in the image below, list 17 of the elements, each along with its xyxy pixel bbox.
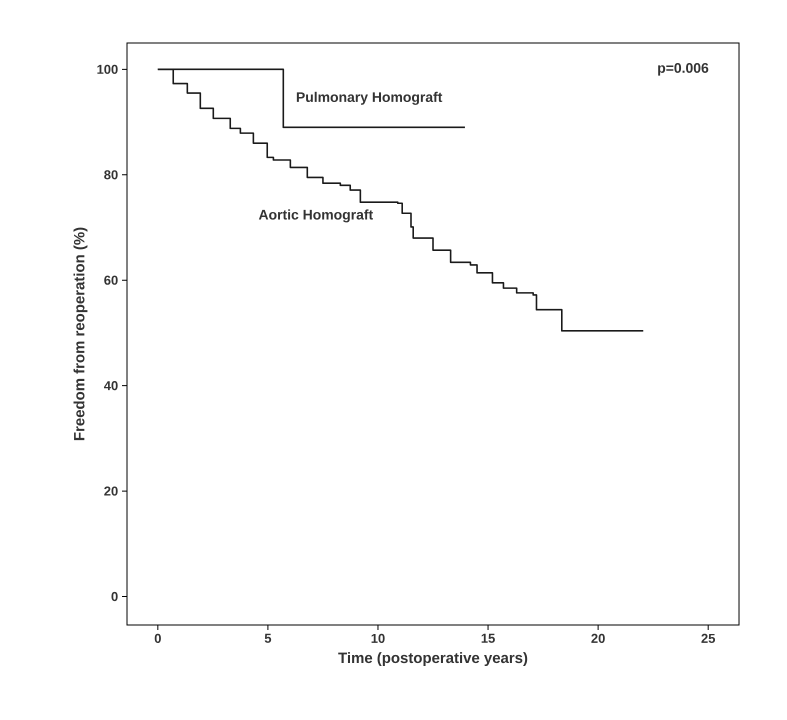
series-label: Pulmonary Homograft — [296, 92, 442, 105]
y-tick-label: 0 — [112, 592, 118, 602]
x-tick-label: 20 — [591, 634, 605, 643]
annotation: p=0.006 — [658, 63, 708, 76]
x-tick-label: 25 — [701, 634, 716, 643]
y-tick-label: 80 — [104, 170, 118, 180]
x-axis-title: Time (postoperative years) — [338, 652, 528, 666]
x-tick-label: 10 — [372, 634, 385, 643]
y-tick-label: 20 — [104, 486, 118, 496]
y-axis-title: Freedom from reoperation (%) — [74, 228, 88, 440]
y-tick-label: 40 — [104, 381, 118, 390]
y-tick-label: 100 — [97, 64, 118, 74]
y-tick-label: 60 — [104, 276, 118, 285]
x-tick-label: 0 — [154, 634, 161, 643]
series-label: Aortic Homograft — [258, 209, 373, 222]
x-tick-label: 15 — [482, 634, 495, 643]
x-tick-label: 5 — [264, 634, 272, 643]
